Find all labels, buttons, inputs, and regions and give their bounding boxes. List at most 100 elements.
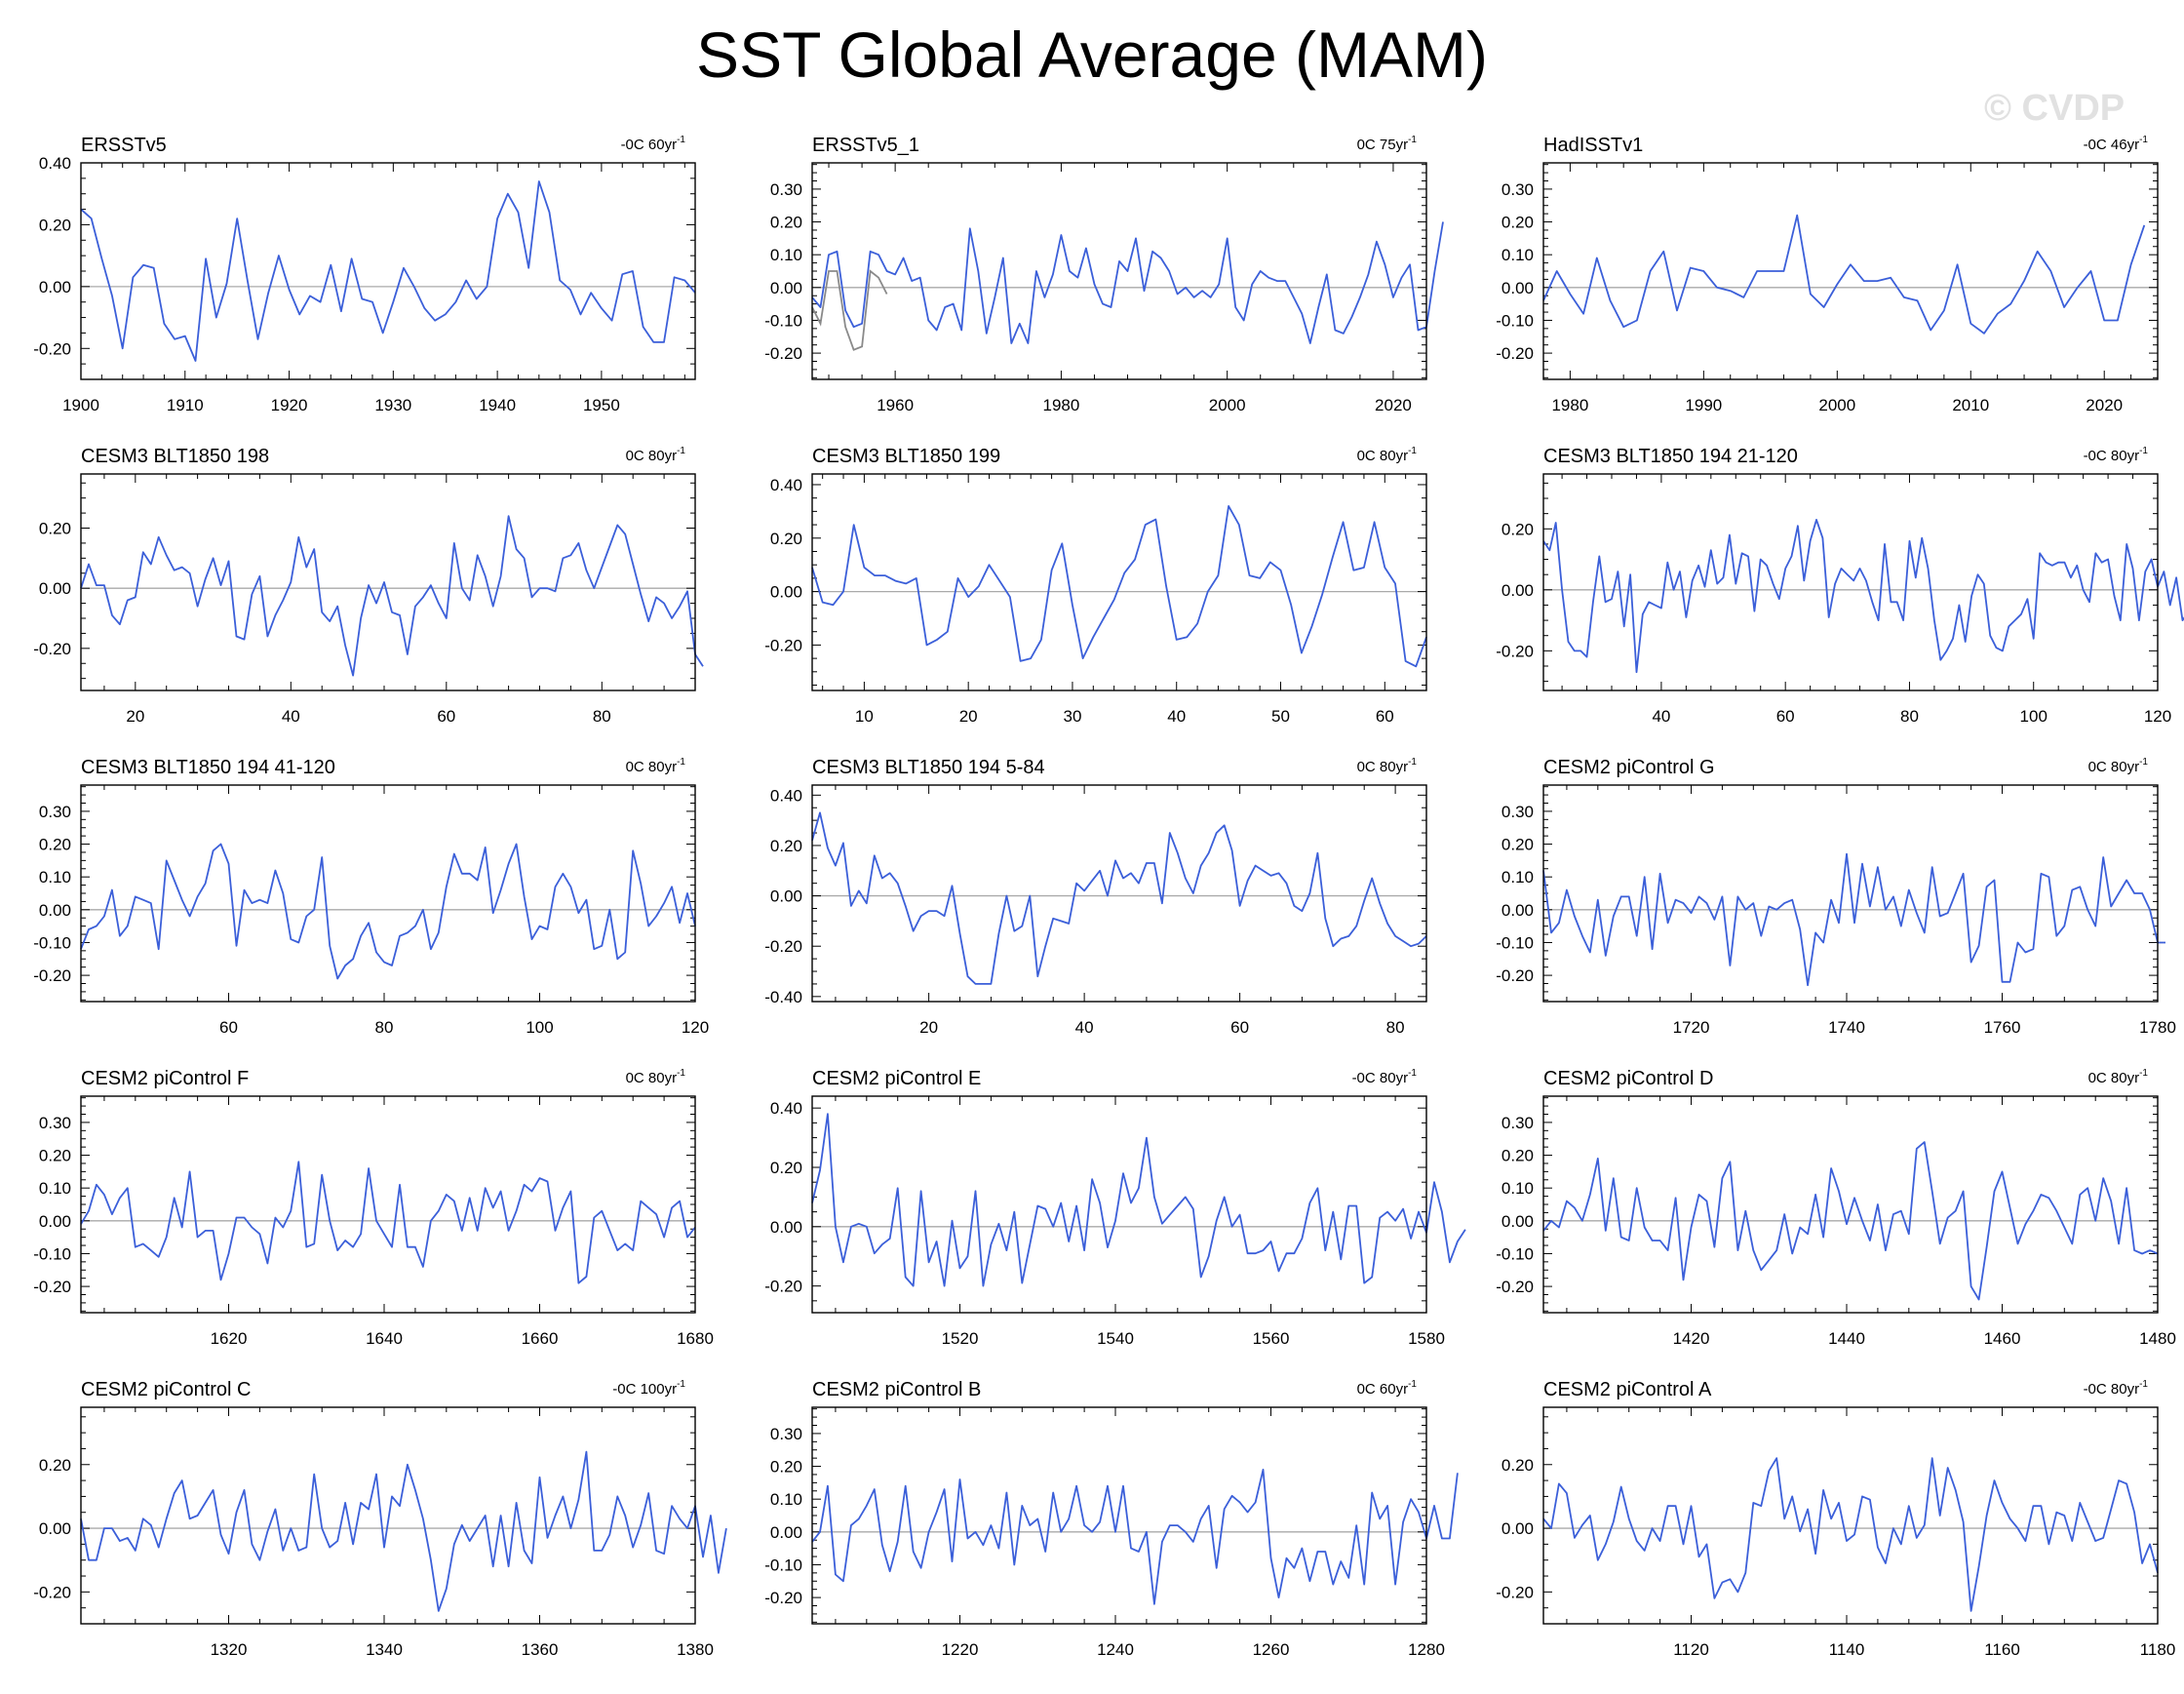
y-tick-label: 0.20 [39,836,71,854]
y-tick-label: 0.30 [1502,180,1534,199]
x-tick-label: 1980 [1551,396,1588,414]
panel-title: CESM3 BLT1850 199 [812,446,1000,467]
x-tick-label: 1780 [2139,1018,2176,1037]
x-tick-label: 40 [282,707,300,726]
x-tick-label: 1930 [374,396,411,414]
trend-superscript: -1 [677,1068,685,1079]
chart-panel: ERSSTv5 -0C 60yr-1 -0.20 0.00 0.20 0.40 1900 19… [33,135,696,414]
x-tick-label: 120 [2144,707,2171,726]
secondary-series-line [811,269,888,351]
y-tick-label: 0.00 [1502,901,1534,920]
chart-panel: CESM2 piControl C -0C 100yr-1 -0.20 0.00 0.2… [33,1379,727,1659]
x-tick-label: 1180 [2140,1640,2176,1659]
trend-label: 0C 80yr-1 [626,757,686,775]
series-line [1542,1457,2159,1612]
series-line [1542,214,2146,335]
y-tick-label: -0.20 [1496,966,1534,985]
x-tick-label: 1280 [1408,1640,1445,1659]
x-tick-label: 1520 [942,1329,979,1348]
y-tick-label: 0.20 [39,216,71,234]
x-tick-label: 1560 [1253,1329,1290,1348]
series-line [811,221,1444,344]
y-tick-label: 0.10 [1502,246,1534,264]
trend-label: 0C 80yr-1 [1357,757,1418,775]
chart-panel: CESM3 BLT1850 194 5-84 0C 80yr-1 -0.40 -0.2… [764,757,1427,1037]
series-line [80,843,696,980]
y-tick-label: -0.20 [33,1583,71,1601]
y-tick-label: 0.20 [770,530,802,548]
chart-panel: CESM3 BLT1850 199 0C 80yr-1 -0.20 0.00 0.20 0… [764,446,1427,726]
series-line [80,1450,727,1612]
x-tick-label: 1340 [366,1640,403,1659]
y-tick-label: 0.00 [39,1519,71,1538]
trend-label: -0C 80yr-1 [2084,1379,2149,1398]
y-tick-label: 0.10 [770,246,802,264]
y-tick-label: 0.00 [770,1218,802,1237]
chart-panel: CESM3 BLT1850 198 0C 80yr-1 -0.20 0.00 0.20 2… [33,446,704,726]
x-tick-label: 40 [1167,707,1186,726]
x-tick-label: 1920 [271,396,308,414]
chart-panel: CESM2 piControl F 0C 80yr-1 -0.20 -0.10 0.00… [33,1068,714,1348]
y-tick-label: -0.20 [33,339,71,358]
y-tick-label: -0.10 [764,1556,802,1574]
chart-panel: CESM3 BLT1850 194 41-120 0C 80yr-1 -0.20 -0… [33,757,709,1037]
x-tick-label: 20 [919,1018,938,1037]
y-tick-label: 0.20 [1502,1456,1534,1475]
trend-label: -0C 80yr-1 [1352,1068,1418,1086]
plot-frame [80,162,696,380]
chart-panel: ERSSTv5_1 0C 75yr-1 -0.20 -0.10 0.00 0.10 0.20… [764,135,1444,414]
y-tick-label: 0.00 [39,901,71,920]
x-tick-label: 100 [2020,707,2048,726]
x-tick-label: 1640 [366,1329,403,1348]
y-tick-label: 0.30 [39,1114,71,1132]
x-tick-label: 2000 [1818,396,1855,414]
y-tick-label: 0.40 [39,154,71,173]
series-line [1542,852,2165,987]
y-tick-label: 0.20 [770,1458,802,1477]
plot-frame [811,473,1427,691]
trend-label: 0C 75yr-1 [1357,135,1418,153]
series-line [811,811,1427,985]
panel-title: CESM2 piControl E [812,1068,981,1089]
series-line [1542,1141,2159,1301]
x-tick-label: 1360 [522,1640,559,1659]
y-tick-label: -0.10 [1496,1244,1534,1263]
y-tick-label: 0.00 [770,1523,802,1542]
y-tick-label: -0.20 [764,636,802,654]
x-tick-label: 80 [1386,1018,1405,1037]
plot-frame [80,1095,696,1314]
y-tick-label: 0.00 [39,1212,71,1231]
y-tick-label: 0.40 [770,476,802,494]
x-tick-label: 60 [219,1018,238,1037]
trend-label: 0C 60yr-1 [1357,1379,1418,1398]
plot-frame [80,473,696,691]
trend-label: -0C 80yr-1 [2084,446,2149,464]
panel-title: CESM3 BLT1850 198 [81,446,269,467]
y-tick-label: 0.20 [39,1456,71,1475]
panel-title: ERSSTv5 [81,135,167,156]
trend-superscript: -1 [677,446,685,456]
x-tick-label: 1420 [1673,1329,1710,1348]
chart-panel: CESM3 BLT1850 194 21-120 -0C 80yr-1 -0.20 0… [1496,446,2184,726]
trend-superscript: -1 [2139,446,2148,456]
y-tick-label: -0.20 [33,1278,71,1296]
x-tick-label: 1460 [1984,1329,2021,1348]
watermark: © CVDP [1984,88,2126,129]
x-tick-label: 60 [1776,707,1795,726]
plot-frame [811,162,1427,380]
trend-superscript: -1 [1408,1068,1417,1079]
panel-title: CESM2 piControl A [1543,1379,1712,1400]
y-tick-label: 0.00 [1502,279,1534,297]
x-tick-label: 1320 [211,1640,248,1659]
y-tick-label: 0.10 [1502,1179,1534,1198]
main-title: SST Global Average (MAM) [696,19,1488,91]
y-tick-label: 0.20 [39,1147,71,1165]
y-tick-label: 0.20 [1502,836,1534,854]
trend-label: 0C 80yr-1 [2088,757,2149,775]
y-tick-label: 0.20 [770,1159,802,1177]
chart-panel: CESM2 piControl D 0C 80yr-1 -0.20 -0.10 0.00… [1496,1068,2176,1348]
x-tick-label: 1980 [1042,396,1079,414]
x-tick-label: 2010 [1952,396,1989,414]
x-tick-label: 1240 [1097,1640,1134,1659]
